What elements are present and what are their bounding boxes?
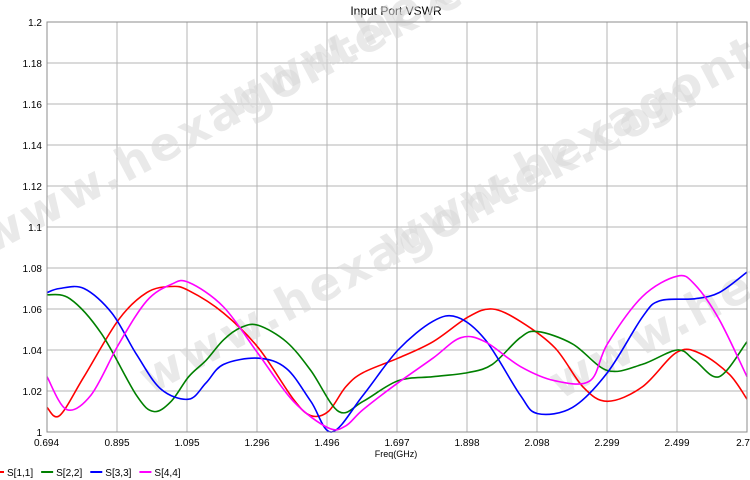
y-tick-label: 1.18 — [23, 59, 43, 70]
series-line-s2 — [46, 293, 748, 414]
x-tick-label: 0.895 — [104, 438, 129, 449]
y-tick-label: 1.16 — [23, 100, 43, 111]
y-axis-ticks: 1 1.02 1.04 1.06 1.08 1.1 1.12 1.14 1.16 1.18 1.2 — [23, 18, 43, 439]
chart-title: Input Port VSWR — [350, 4, 442, 18]
watermark-layer: www.hexagontek.comwww.hexagontek.comwww.… — [0, 0, 750, 410]
legend: S[1,1] S[2,2] S[3,3] S[4,4] — [0, 468, 181, 479]
x-tick-label: 1.296 — [244, 438, 269, 449]
x-tick-label: 1.095 — [174, 438, 199, 449]
y-tick-label: 1.1 — [28, 223, 42, 234]
legend-label-s2: S[2,2] — [56, 468, 82, 479]
y-tick-label: 1.12 — [23, 182, 43, 193]
x-tick-label: 2.7 — [736, 438, 750, 449]
legend-label-s3: S[3,3] — [105, 468, 131, 479]
watermark-text: www.hexagontek.com — [450, 0, 750, 5]
x-tick-label: 1.898 — [454, 438, 479, 449]
series-line-s3 — [46, 271, 748, 433]
series-layer — [46, 271, 748, 433]
y-tick-label: 1.04 — [23, 346, 43, 357]
series-line-s1 — [46, 285, 748, 418]
y-tick-label: 1.08 — [23, 264, 43, 275]
legend-label-s4: S[4,4] — [154, 468, 180, 479]
plot-frame — [46, 21, 748, 433]
x-tick-label: 2.499 — [664, 438, 689, 449]
x-tick-label: 1.697 — [384, 438, 409, 449]
x-axis-ticks: 0.694 0.895 1.095 1.296 1.496 1.697 1.898 2.098… — [34, 438, 750, 449]
y-tick-label: 1.2 — [28, 18, 42, 29]
x-tick-label: 2.098 — [524, 438, 549, 449]
y-tick-label: 1 — [36, 428, 42, 439]
x-tick-label: 2.299 — [594, 438, 619, 449]
x-axis-label: Freq(GHz) — [375, 449, 418, 459]
series-line-s4 — [46, 274, 748, 431]
y-tick-label: 1.06 — [23, 305, 43, 316]
y-tick-label: 1.02 — [23, 387, 43, 398]
x-tick-label: 0.694 — [34, 438, 59, 449]
x-tick-label: 1.496 — [314, 438, 339, 449]
y-tick-label: 1.14 — [23, 141, 43, 152]
legend-label-s1: S[1,1] — [7, 468, 33, 479]
watermark-text: www.hexagontek.com — [370, 0, 750, 270]
